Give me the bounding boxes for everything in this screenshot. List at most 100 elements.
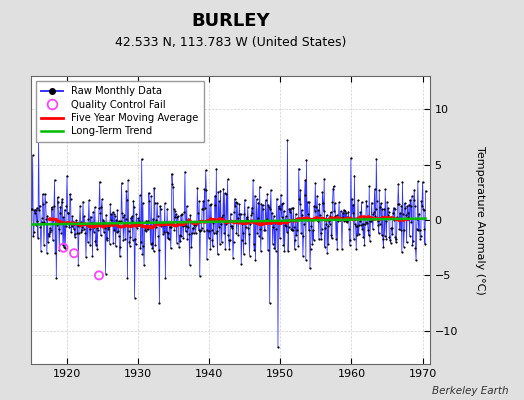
- Point: [28, 152, 37, 159]
- Point: [226, 210, 235, 217]
- Point: [73, 230, 81, 237]
- Point: [421, 241, 429, 247]
- Point: [196, 228, 204, 234]
- Point: [140, 262, 148, 268]
- Point: [75, 222, 84, 228]
- Point: [68, 223, 76, 230]
- Point: [163, 235, 172, 242]
- Point: [247, 212, 256, 218]
- Point: [135, 222, 144, 229]
- Point: [81, 221, 89, 227]
- Point: [166, 224, 174, 230]
- Point: [290, 224, 298, 230]
- Point: [139, 243, 148, 250]
- Point: [182, 223, 190, 229]
- Point: [231, 203, 239, 209]
- Point: [178, 210, 186, 217]
- Point: [409, 237, 417, 244]
- Point: [323, 249, 331, 256]
- Point: [293, 227, 301, 233]
- Point: [203, 227, 212, 234]
- Point: [83, 222, 91, 228]
- Point: [109, 240, 117, 246]
- Point: [278, 201, 286, 208]
- Point: [30, 207, 39, 213]
- Point: [253, 230, 261, 236]
- Point: [59, 214, 68, 221]
- Point: [56, 204, 64, 210]
- Point: [36, 224, 45, 230]
- Point: [233, 200, 241, 206]
- Point: [320, 176, 329, 182]
- Point: [243, 216, 252, 222]
- Point: [132, 241, 140, 247]
- Point: [407, 203, 415, 209]
- Point: [67, 229, 75, 236]
- Point: [308, 241, 316, 247]
- Point: [210, 202, 219, 208]
- Point: [276, 206, 285, 212]
- Point: [49, 237, 57, 243]
- Point: [316, 212, 324, 218]
- Point: [372, 156, 380, 162]
- Point: [333, 246, 342, 252]
- Point: [201, 167, 210, 173]
- Point: [402, 239, 411, 246]
- Point: [152, 217, 161, 223]
- Point: [331, 200, 339, 207]
- Point: [409, 196, 418, 203]
- Point: [222, 220, 230, 227]
- Point: [372, 206, 380, 212]
- Point: [219, 186, 227, 192]
- Point: [163, 206, 171, 212]
- Point: [326, 213, 334, 220]
- Point: [119, 222, 128, 229]
- Point: [411, 245, 420, 252]
- Point: [334, 217, 343, 224]
- Point: [37, 248, 45, 254]
- Point: [111, 213, 119, 220]
- Point: [357, 199, 366, 206]
- Point: [177, 212, 185, 218]
- Point: [205, 228, 213, 234]
- Point: [103, 234, 112, 241]
- Point: [149, 248, 158, 254]
- Point: [189, 225, 197, 232]
- Point: [265, 204, 274, 210]
- Point: [250, 246, 258, 253]
- Point: [353, 232, 362, 238]
- Point: [309, 236, 318, 243]
- Point: [359, 215, 368, 221]
- Point: [180, 209, 189, 215]
- Point: [72, 217, 81, 223]
- Point: [283, 137, 292, 144]
- Point: [357, 222, 365, 228]
- Point: [106, 201, 114, 207]
- Point: [137, 156, 146, 162]
- Point: [126, 242, 134, 249]
- Point: [302, 256, 310, 263]
- Point: [387, 225, 395, 232]
- Point: [231, 196, 239, 202]
- Point: [174, 220, 182, 227]
- Point: [35, 134, 43, 140]
- Point: [411, 203, 419, 210]
- Point: [162, 229, 171, 236]
- Point: [189, 225, 198, 232]
- Text: Berkeley Earth: Berkeley Earth: [432, 386, 508, 396]
- Point: [280, 248, 289, 254]
- Point: [66, 191, 74, 197]
- Point: [272, 196, 281, 202]
- Point: [168, 170, 176, 177]
- Point: [307, 245, 315, 252]
- Point: [159, 222, 168, 228]
- Point: [243, 214, 251, 220]
- Point: [369, 211, 378, 218]
- Point: [216, 241, 224, 247]
- Point: [380, 233, 389, 240]
- Point: [385, 234, 394, 240]
- Point: [193, 220, 201, 226]
- Point: [292, 232, 301, 238]
- Point: [63, 172, 71, 179]
- Point: [325, 221, 334, 227]
